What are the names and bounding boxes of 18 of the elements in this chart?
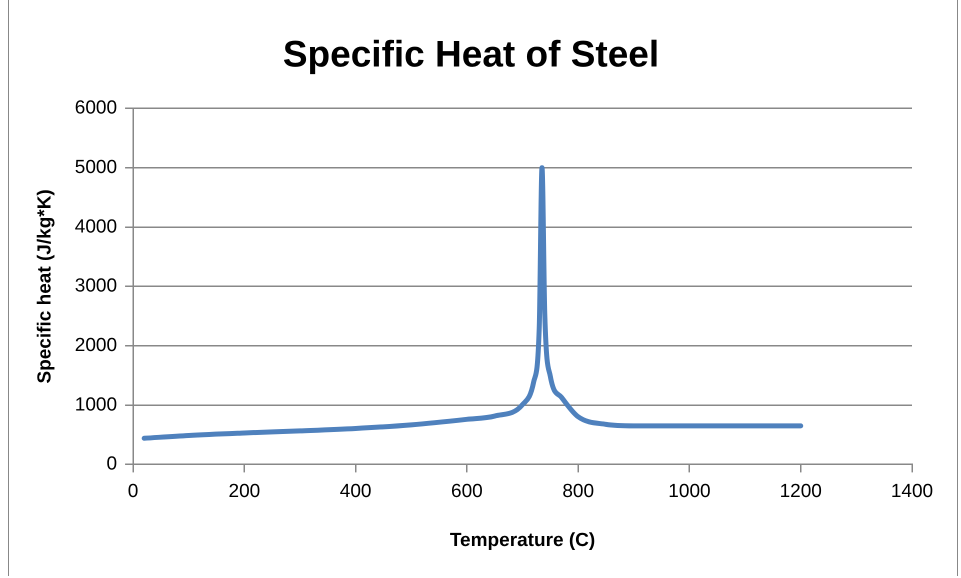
x-tick-label: 800 bbox=[562, 481, 594, 502]
y-tick-label: 5000 bbox=[74, 156, 118, 178]
x-tick-label: 600 bbox=[451, 481, 483, 502]
y-tick-label: 2000 bbox=[74, 334, 118, 356]
x-tick-label: 200 bbox=[228, 481, 260, 502]
chart-title: Specific Heat of Steel bbox=[282, 33, 660, 74]
x-axis-title: Temperature (C) bbox=[450, 530, 596, 551]
y-tick-label: 6000 bbox=[74, 98, 118, 119]
x-tick-label: 400 bbox=[340, 481, 372, 502]
x-tick-label: 1200 bbox=[780, 481, 822, 502]
y-tick-label: 3000 bbox=[74, 276, 118, 297]
x-tick-label: 1400 bbox=[890, 481, 934, 502]
y-tick-label: 1000 bbox=[74, 394, 118, 416]
x-tick-label: 0 bbox=[128, 481, 138, 502]
y-tick-label: 0 bbox=[106, 454, 118, 475]
y-axis-title: Specific heat (J/kg*K) bbox=[34, 189, 56, 384]
y-tick-label: 4000 bbox=[74, 216, 118, 238]
x-tick-label: 1000 bbox=[668, 481, 711, 502]
